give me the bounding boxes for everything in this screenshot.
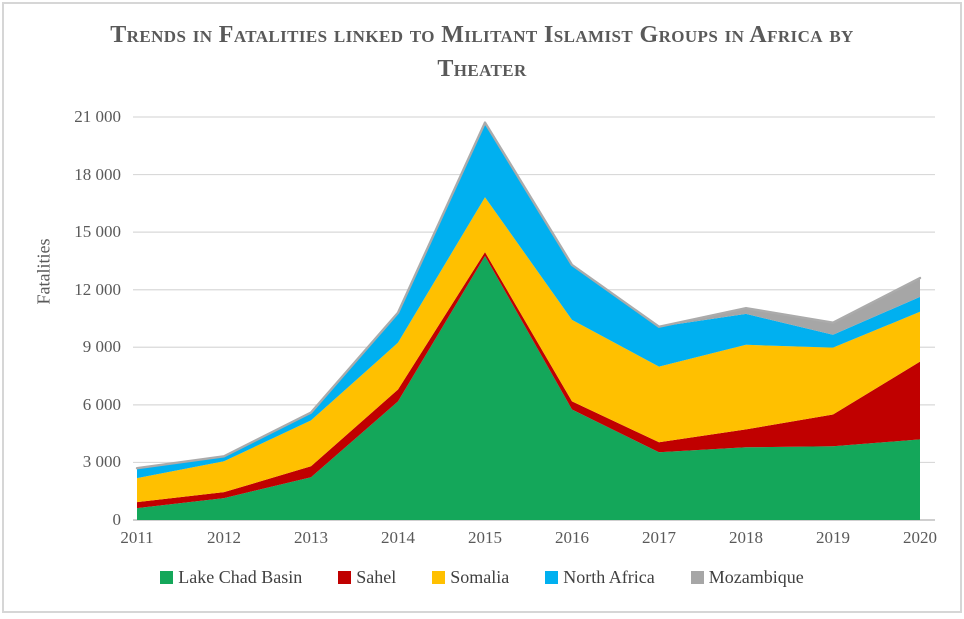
- area-sahel: [137, 252, 920, 509]
- legend-label: Somalia: [450, 567, 510, 587]
- stack-top-outline: [135, 121, 922, 470]
- legend-item-north-africa: North Africa: [545, 567, 655, 588]
- legend-swatch-icon: [160, 571, 174, 584]
- x-tick-label: 2014: [381, 528, 415, 547]
- x-tick-label: 2019: [816, 528, 850, 547]
- x-tick-label: 2016: [555, 528, 589, 547]
- x-tick-label: 2017: [642, 528, 676, 547]
- x-tick-label: 2018: [729, 528, 763, 547]
- legend-label: Sahel: [356, 567, 397, 587]
- x-tick-label: 2015: [468, 528, 502, 547]
- chart-title: Trends in Fatalities linked to Militant …: [4, 18, 960, 86]
- legend-label: Lake Chad Basin: [178, 567, 303, 587]
- legend-label: North Africa: [563, 567, 655, 587]
- y-tick-label: 15 000: [74, 222, 121, 242]
- x-tick-label: 2013: [294, 528, 328, 547]
- legend-swatch-icon: [338, 571, 352, 584]
- legend-item-mozambique: Mozambique: [690, 567, 804, 588]
- x-tick-label: 2020: [903, 528, 937, 547]
- legend-item-somalia: Somalia: [432, 567, 509, 588]
- x-tick-label: 2012: [207, 528, 241, 547]
- legend-item-sahel: Sahel: [338, 567, 396, 588]
- legend-item-lake-chad-basin: Lake Chad Basin: [160, 567, 302, 588]
- area-somalia: [137, 197, 920, 503]
- legend-swatch-icon: [545, 571, 559, 584]
- y-tick-label: 21 000: [74, 107, 121, 126]
- y-tick-label: 6 000: [82, 394, 121, 414]
- y-tick-label: 3 000: [82, 452, 121, 472]
- y-tick-label: 9 000: [82, 337, 121, 357]
- chart-title-text: Trends in Fatalities linked to Militant …: [110, 22, 854, 83]
- plot-area: [133, 116, 935, 521]
- legend-swatch-icon: [432, 571, 446, 584]
- x-tick-label: 2011: [120, 528, 154, 547]
- area-lake-chad-basin: [137, 255, 920, 521]
- y-tick-label: 0: [112, 510, 122, 529]
- legend-swatch-icon: [690, 571, 704, 584]
- y-tick-label: 18 000: [74, 164, 121, 184]
- y-tick-label: 12 000: [74, 279, 121, 299]
- legend-label: Mozambique: [708, 567, 804, 587]
- legend: Lake Chad Basin Sahel Somalia North Africa M…: [4, 567, 960, 588]
